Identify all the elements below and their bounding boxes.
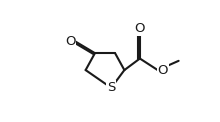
Text: O: O (65, 35, 75, 48)
Text: O: O (158, 64, 168, 77)
Text: O: O (135, 22, 145, 35)
Text: S: S (107, 81, 115, 94)
